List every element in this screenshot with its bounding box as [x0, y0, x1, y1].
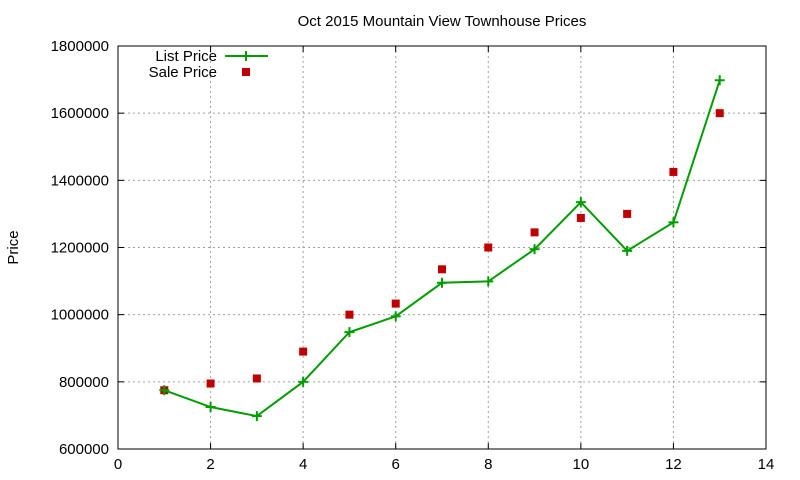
x-tick-label: 4	[299, 456, 307, 473]
list-price-point	[483, 276, 494, 287]
series	[159, 75, 725, 422]
chart-title: Oct 2015 Mountain View Townhouse Prices	[298, 13, 587, 30]
sale-price-point	[391, 299, 400, 308]
list-price-point	[714, 75, 725, 86]
y-tick-label: 800000	[59, 374, 109, 391]
ticks: 0 2 4 6 8 10 12 14 600000 800000 1000000 1200000 140…	[51, 38, 775, 473]
x-tick-label: 10	[573, 456, 590, 473]
sale-price-point	[438, 265, 446, 274]
sale-price-point	[669, 167, 678, 176]
x-tick-label: 8	[484, 456, 492, 473]
list-price-point	[159, 385, 170, 396]
y-tick-label: 600000	[59, 441, 109, 458]
sale-price-point	[530, 228, 539, 237]
x-tick-label: 0	[114, 456, 122, 473]
y-tick-label: 1600000	[51, 105, 109, 122]
list-price-point	[251, 411, 262, 422]
list-price-point	[437, 277, 447, 288]
legend-key-sale-price	[242, 68, 250, 76]
y-tick-label: 1200000	[51, 240, 109, 257]
x-tick-label: 14	[758, 456, 775, 473]
x-tick-label: 2	[206, 456, 214, 473]
list-price-point	[668, 217, 679, 228]
sale-price-point	[576, 213, 585, 222]
sale-price-point	[206, 379, 215, 388]
sale-price-point	[299, 347, 308, 356]
sale-price-point	[252, 374, 261, 383]
list-price-line	[163, 79, 721, 418]
y-tick-label: 1000000	[51, 307, 109, 324]
sale-price-point	[715, 109, 724, 118]
list-price-point	[298, 376, 309, 387]
x-tick-label: 6	[392, 456, 400, 473]
plot-frame	[117, 45, 767, 450]
sale-price-point	[484, 243, 493, 252]
y-axis-label: Price	[5, 230, 22, 264]
legend-key-list-price	[225, 51, 268, 61]
y-tick-label: 1400000	[51, 172, 109, 189]
list-price-point	[622, 245, 633, 256]
y-tick-label: 1800000	[51, 38, 109, 55]
legend-label-sale-price: Sale Price	[149, 64, 217, 81]
list-price-point	[390, 311, 401, 322]
sale-price-point	[623, 209, 632, 218]
grid	[118, 46, 766, 449]
x-tick-label: 12	[665, 456, 682, 473]
list-price-point	[344, 327, 355, 338]
list-price-point	[575, 197, 586, 208]
list-price-point	[205, 402, 216, 413]
legend-label-list-price: List Price	[155, 48, 217, 65]
list-price-point	[529, 244, 540, 255]
sale-price-point	[345, 310, 354, 319]
